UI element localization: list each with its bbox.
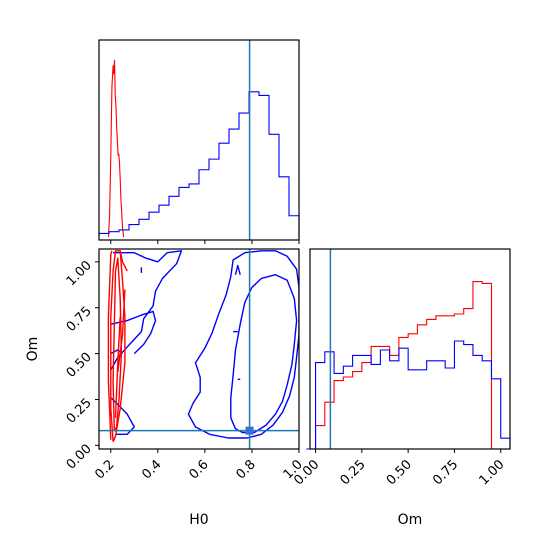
contour-0-5 xyxy=(234,264,241,275)
h0-hist-series-1 xyxy=(98,91,300,237)
h0-tick-label-0: 0.2 xyxy=(92,457,117,482)
contour-0-1 xyxy=(187,250,299,439)
om-y-tick-label-3: 0.75 xyxy=(64,304,95,335)
om-y-tick-label-2: 0.50 xyxy=(64,350,95,381)
om-marginal-frame xyxy=(309,248,511,450)
om-tick-label-1: 0.25 xyxy=(338,457,369,488)
joint-contour-panel: 0.2 0.4 0.6 0.8 1.0 0.000.250.500.751.00 H0 … xyxy=(25,248,306,528)
h0-marginal-frame xyxy=(98,39,300,241)
h0-tick-label-2: 0.6 xyxy=(186,457,211,482)
h0-axis-label: H0 xyxy=(189,512,208,528)
om-y-tick-label-4: 1.00 xyxy=(64,258,95,289)
h0-tick-label-3: 0.8 xyxy=(234,457,259,482)
om-tick-label-4: 1.00 xyxy=(476,457,507,488)
om-y-tick-label-1: 0.25 xyxy=(64,396,95,427)
om-tick-label-3: 0.75 xyxy=(430,457,461,488)
h0-marginal-panel xyxy=(98,39,300,244)
contour-1-1 xyxy=(112,257,123,432)
om-tick-label-2: 0.50 xyxy=(384,457,415,488)
contour-0-3 xyxy=(110,310,157,355)
om-hist-series-0 xyxy=(315,281,501,450)
contour-1-5 xyxy=(114,316,121,418)
om-hist-series-1 xyxy=(306,340,511,450)
joint-truth-marker xyxy=(245,426,254,435)
om-y-tick-label-0: 0.00 xyxy=(64,442,95,473)
om-y-axis-label: Om xyxy=(25,337,41,362)
om-marginal-panel: 0.00 0.25 0.50 0.75 1.00 Om xyxy=(291,248,511,528)
contour-1-3 xyxy=(119,250,128,272)
h0-hist-series-0 xyxy=(107,59,125,238)
h0-tick-label-1: 0.4 xyxy=(139,457,164,482)
joint-frame xyxy=(98,248,300,450)
contour-1-2 xyxy=(107,250,113,440)
contour-0-2 xyxy=(110,250,183,371)
om-x-axis-label: Om xyxy=(398,512,423,528)
contour-1-4 xyxy=(117,289,126,372)
contour-0-0 xyxy=(230,274,298,434)
